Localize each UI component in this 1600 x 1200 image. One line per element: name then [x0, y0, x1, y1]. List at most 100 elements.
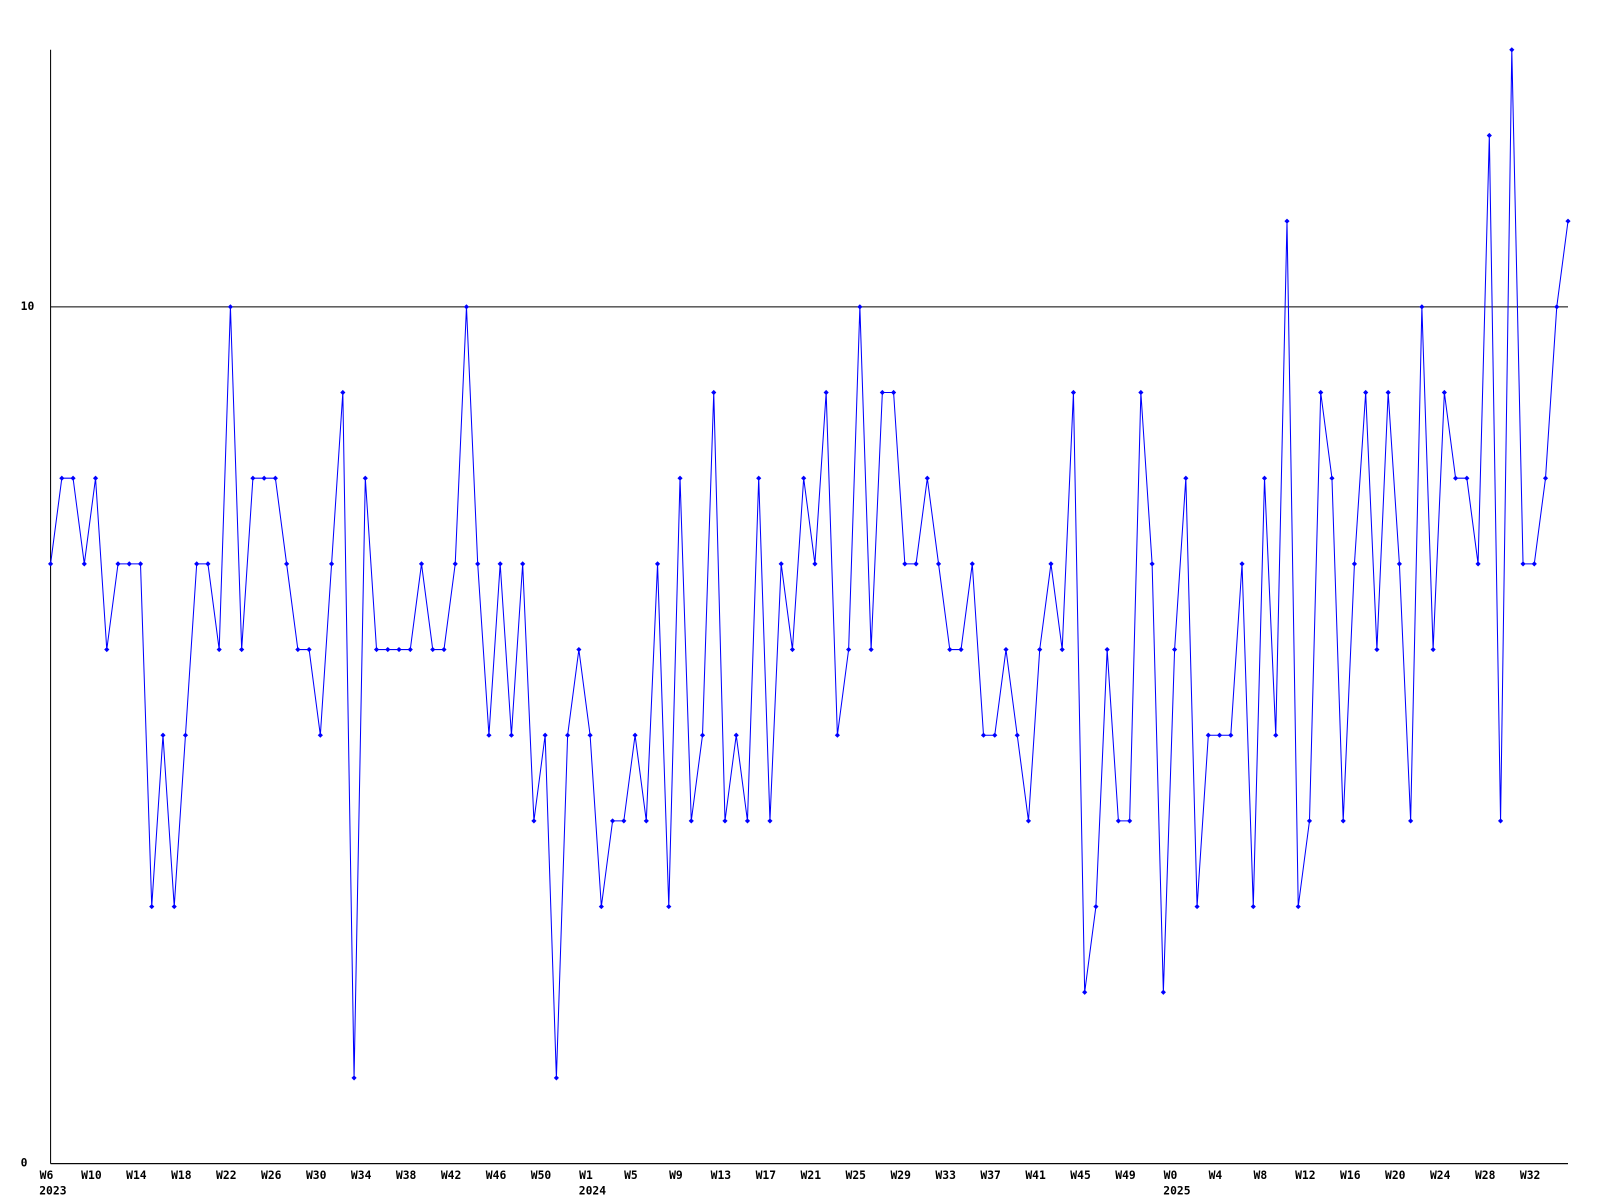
data-point: [475, 561, 481, 567]
data-point: [1363, 389, 1369, 396]
data-point: [621, 818, 627, 824]
data-point: [1160, 989, 1166, 995]
data-point: [1093, 904, 1099, 910]
data-point: [598, 904, 604, 910]
data-point: [104, 646, 110, 653]
x-tick-label: W28: [1475, 1168, 1496, 1182]
data-point: [654, 561, 661, 567]
data-point: [1273, 732, 1279, 738]
data-point: [1239, 561, 1245, 567]
data-point: [463, 304, 470, 310]
data-point: [1228, 732, 1234, 738]
data-point: [756, 475, 762, 481]
data-point: [115, 561, 121, 567]
data-point: [149, 904, 155, 910]
data-point: [205, 561, 211, 567]
data-point: [497, 561, 503, 567]
data-point: [1374, 646, 1380, 653]
data-point: [227, 304, 234, 310]
data-point: [418, 561, 425, 567]
data-point: [1318, 389, 1324, 396]
x-tick-label: W1: [579, 1168, 593, 1182]
x-year-label: 2025: [1163, 1183, 1190, 1197]
data-point: [340, 389, 346, 396]
x-tick-label: W33: [935, 1168, 956, 1182]
x-tick-label: W42: [441, 1168, 462, 1182]
data-point: [1430, 646, 1436, 653]
x-tick-label: W14: [126, 1168, 147, 1182]
data-point: [1306, 818, 1313, 824]
data-point: [632, 732, 638, 738]
data-point: [778, 561, 784, 567]
x-tick-label: W25: [845, 1168, 866, 1182]
data-point: [542, 732, 548, 738]
data-point: [1419, 304, 1425, 310]
data-point: [677, 475, 683, 481]
series-line: [50, 49, 1569, 1078]
data-point: [947, 646, 953, 653]
data-point: [1408, 818, 1414, 824]
data-point: [812, 561, 818, 567]
y-tick-label: 0: [21, 1156, 28, 1170]
x-tick-label: W22: [216, 1168, 237, 1182]
x-tick-label: W24: [1430, 1168, 1451, 1182]
x-tick-label: W46: [486, 1168, 507, 1182]
data-point: [407, 646, 413, 653]
x-tick-label: W0: [1164, 1168, 1178, 1182]
data-point: [1115, 818, 1121, 824]
data-point: [508, 732, 515, 738]
data-point: [1329, 475, 1335, 481]
data-point: [92, 475, 99, 481]
data-point: [1509, 47, 1515, 53]
x-tick-label: W21: [801, 1168, 822, 1182]
data-point: [935, 561, 942, 567]
data-point: [643, 818, 649, 824]
data-point: [1554, 304, 1560, 310]
data-point: [1385, 389, 1391, 396]
data-point: [373, 646, 380, 653]
x-tick-label: W49: [1115, 1168, 1136, 1182]
data-point: [239, 646, 245, 653]
x-year-label: 2023: [39, 1183, 66, 1197]
x-tick-label: W16: [1340, 1168, 1361, 1182]
data-point: [317, 732, 323, 738]
data-point: [1284, 218, 1290, 224]
data-point: [351, 1075, 357, 1081]
data-point: [767, 818, 773, 824]
data-point: [868, 646, 874, 653]
data-point: [1542, 475, 1549, 481]
data-point: [1396, 561, 1402, 567]
data-point: [1261, 475, 1268, 481]
x-tick-label: W17: [756, 1168, 777, 1182]
data-point: [396, 646, 402, 653]
x-tick-label: W20: [1385, 1168, 1406, 1182]
x-tick-label: W6: [40, 1168, 54, 1182]
data-point: [1531, 561, 1537, 567]
x-tick-label: W5: [624, 1168, 638, 1182]
data-point: [846, 646, 852, 653]
data-point: [295, 646, 301, 653]
data-point: [924, 475, 930, 481]
data-point: [1183, 475, 1189, 481]
data-point: [1003, 646, 1009, 653]
data-point: [553, 1075, 559, 1081]
x-tick-label: W30: [306, 1168, 327, 1182]
data-point: [969, 561, 975, 567]
data-point: [576, 646, 582, 653]
data-point: [1340, 818, 1346, 824]
data-point: [441, 646, 447, 653]
data-point: [891, 389, 897, 396]
data-point: [1486, 132, 1492, 139]
data-point: [171, 904, 177, 910]
data-point: [1520, 561, 1526, 567]
data-point: [1351, 561, 1358, 567]
data-point: [857, 304, 863, 310]
x-tick-label: W45: [1070, 1168, 1091, 1182]
data-point: [1172, 646, 1178, 653]
x-year-label: 2024: [579, 1183, 606, 1197]
data-point: [834, 732, 840, 738]
data-point: [362, 475, 368, 481]
data-point: [1194, 904, 1200, 910]
data-point: [565, 732, 571, 738]
